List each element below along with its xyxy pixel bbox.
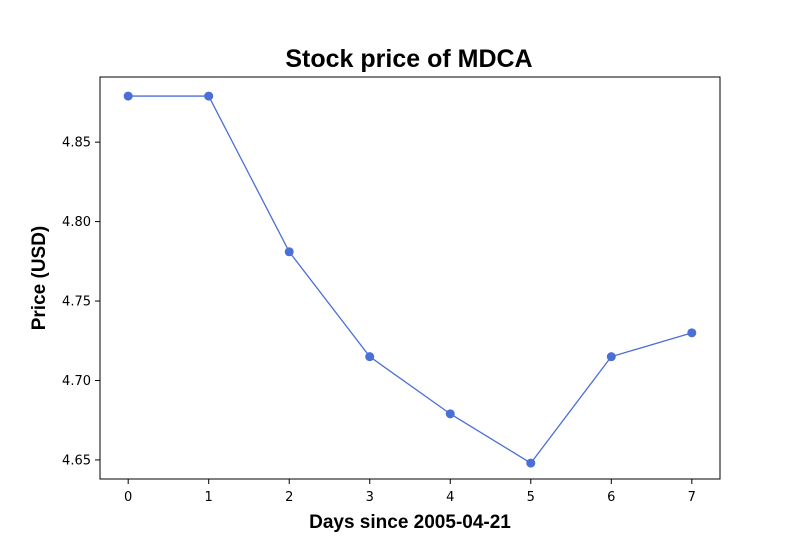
series-line bbox=[128, 95, 693, 464]
data-point bbox=[687, 328, 697, 338]
y-tick-label: 4.85 bbox=[62, 136, 91, 151]
x-tick-label: 2 bbox=[285, 490, 293, 505]
x-tick-label: 4 bbox=[446, 490, 454, 505]
x-tick-label: 3 bbox=[366, 490, 374, 505]
data-point bbox=[445, 409, 455, 419]
y-axis: 4.65 4.70 4.75 4.80 4.85 bbox=[62, 136, 100, 468]
x-tick-label: 7 bbox=[688, 490, 696, 505]
data-point bbox=[526, 458, 536, 468]
y-tick-label: 4.75 bbox=[62, 295, 91, 310]
y-axis-label: Price (USD) bbox=[29, 226, 50, 331]
x-tick-label: 0 bbox=[124, 490, 132, 505]
x-tick-label: 6 bbox=[607, 490, 615, 505]
series-layer bbox=[123, 91, 697, 468]
plot-area-frame bbox=[99, 76, 721, 480]
data-point bbox=[204, 91, 214, 101]
data-point bbox=[284, 247, 294, 257]
x-tick-label: 1 bbox=[205, 490, 213, 505]
chart-title: Stock price of MDCA bbox=[285, 45, 532, 73]
x-axis-label: Days since 2005-04-21 bbox=[309, 512, 511, 533]
x-axis: 0 1 2 3 4 5 6 7 bbox=[124, 479, 696, 505]
data-point bbox=[606, 352, 616, 362]
y-tick-label: 4.80 bbox=[62, 215, 91, 230]
data-point bbox=[365, 352, 375, 362]
data-point bbox=[123, 91, 133, 101]
y-tick-label: 4.65 bbox=[62, 453, 91, 468]
y-tick-label: 4.70 bbox=[62, 374, 91, 389]
x-tick-label: 5 bbox=[527, 490, 535, 505]
